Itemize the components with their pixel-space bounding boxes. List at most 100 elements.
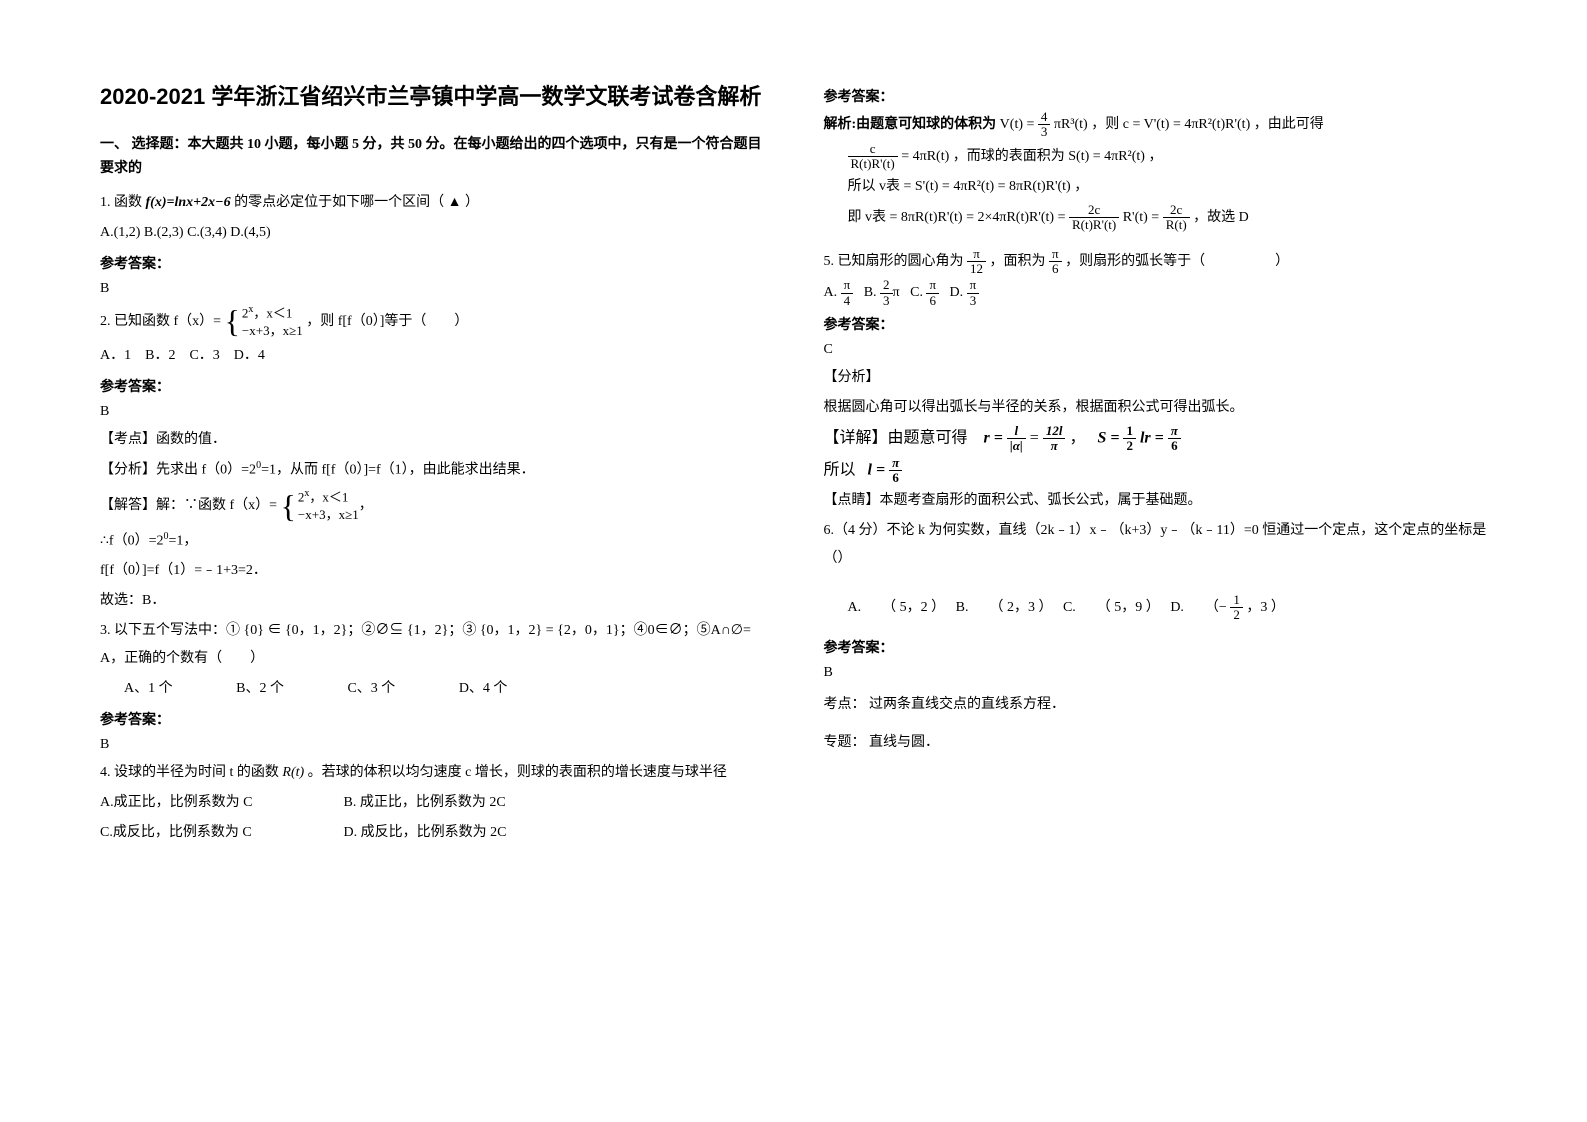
q1-stem: 1. 函数 f(x)=lnx+2x−6 的零点必定位于如下哪一个区间（ ▲ ）	[100, 189, 764, 217]
q3-optA: A、1 个	[124, 675, 173, 703]
q5-rn: π	[889, 456, 902, 471]
q5-ans-label: 参考答案：	[824, 314, 1488, 334]
q5-e1m: =	[1030, 429, 1043, 446]
q2-fx-a: 【分析】先求出 f（0）=2	[100, 463, 256, 478]
q4-rt: R(t)	[282, 765, 304, 780]
q2-ans-label: 参考答案：	[100, 376, 764, 396]
q5-oBd: 3	[880, 294, 893, 308]
q5-oAd: 4	[841, 294, 854, 308]
q5-e2l: S =	[1097, 429, 1123, 446]
q5-e2n2: π	[1168, 424, 1181, 439]
q5-xj: 【详解】由题意可得 r = l|α| = 12lπ ， S = 12 lr = …	[824, 424, 1488, 454]
q5-e2n: 1	[1123, 424, 1136, 439]
q1-stem-b: 的零点必定位于如下哪一个区间（ ▲ ）	[234, 195, 479, 210]
q4-jx-b: ，则	[1091, 117, 1119, 132]
q5-e2m: lr =	[1140, 429, 1168, 446]
q5-e1n1: l	[1007, 424, 1026, 439]
q4-v-num: 4	[1038, 110, 1051, 125]
q1-ans-label: 参考答案：	[100, 253, 764, 273]
q2-p2: −x+3，x≥1	[242, 322, 303, 340]
q6-oDn: 1	[1230, 593, 1243, 608]
q4-jx-3: 所以 v表 = S'(t) = 4πR²(t) = 8πR(t)R'(t) ，	[824, 173, 1488, 201]
q3-ans: B	[100, 737, 764, 753]
q2-jd-p2: −x+3，x≥1	[298, 506, 359, 524]
q4-jx-eq: = 4πR(t)	[901, 149, 949, 164]
q6-stem: 6.（4 分）不论 k 为何实数，直线（2k﹣1）x﹣（k+3）y﹣（k﹣11）…	[824, 517, 1488, 573]
q4-jx-f: ，	[1148, 149, 1162, 164]
q4-l4n2: 2c	[1163, 203, 1190, 218]
q5-oBt: π	[893, 285, 900, 300]
q4-optD: D. 成反比，比例系数为 2C	[344, 825, 507, 840]
q3-optB: B、2 个	[236, 675, 284, 703]
q4-stem: 4. 设球的半径为时间 t 的函数 R(t) 。若球的体积以均匀速度 c 增长，…	[100, 759, 764, 787]
q2-jd1a: ∴f（0）=2	[100, 533, 163, 548]
q2-stem: 2. 已知函数 f（x）= { 2x，x＜1 −x+3，x≥1 ，则 f[f（0…	[100, 303, 764, 341]
q5-sy: 所以	[824, 461, 856, 478]
q4-f-num: c	[848, 142, 898, 157]
q3-options: A、1 个 B、2 个 C、3 个 D、4 个	[100, 675, 764, 703]
q5-options: A. π4 B. 23π C. π6 D. π3	[824, 278, 1488, 308]
q5-stem: 5. 已知扇形的圆心角为 π12 ，面积为 π6 ，则扇形的弧长等于（ ）	[824, 247, 1488, 277]
q2-jd: 【解答】解：∵函数 f（x）= { 2x，x＜1 −x+3，x≥1 ，	[100, 487, 764, 525]
q2-jd-piecewise: { 2x，x＜1 −x+3，x≥1	[281, 487, 359, 525]
q4-jx-s: S(t) = 4πR²(t)	[1068, 149, 1145, 164]
q4-jx-d: ，由此可得	[1254, 117, 1324, 132]
q4-jx-v: V(t) =	[1000, 117, 1038, 132]
q6-ans-label: 参考答案：	[824, 637, 1488, 657]
q4-l4n1: 2c	[1069, 203, 1119, 218]
q4-ans-label: 参考答案：	[824, 86, 1488, 106]
q6-oC: C. （ 5，9 ）	[1063, 600, 1160, 615]
q2-jd-a: 【解答】解：∵函数 f（x）=	[100, 498, 277, 513]
q3-stem: 3. 以下五个写法中：① {0} ∈ {0，1，2}；②∅⊆ {1，2}；③ {…	[100, 617, 764, 673]
q6-oB: B. （ 2，3 ）	[956, 600, 1053, 615]
q4-jx-e: ，而球的表面积为	[953, 149, 1065, 164]
q2-piecewise: { 2x，x＜1 −x+3，x≥1	[225, 303, 303, 341]
q3-optC: C、3 个	[347, 675, 395, 703]
q4-l3a: 所以	[848, 179, 876, 194]
q5-oCn: π	[926, 278, 939, 293]
q4-l3c: ，	[1074, 179, 1088, 194]
q4-l3b: v表 = S'(t) = 4πR²(t) = 8πR(t)R'(t)	[879, 179, 1071, 194]
q2-jd1b: =1，	[168, 533, 197, 548]
q4-jx-a: 解析:由题意可知球的体积为	[824, 117, 997, 132]
q4-stem-a: 4. 设球的半径为时间 t 的函数	[100, 765, 279, 780]
q2-jd2: f[f（0）]=f（1）=﹣1+3=2．	[100, 557, 764, 585]
q4-optB: B. 成正比，比例系数为 2C	[344, 795, 506, 810]
q2-p1b: ，x＜1	[253, 305, 292, 320]
q5-e1d1: |α|	[1007, 439, 1026, 453]
q5-arn: π	[1049, 247, 1062, 262]
q4-stem-b: 。若球的体积以均匀速度 c 增长，则球的表面积的增长速度与球半径	[308, 765, 727, 780]
q3-ans-label: 参考答案：	[100, 709, 764, 729]
q5-sc: ，则扇形的弧长等于（ ）	[1065, 254, 1289, 269]
q4-l4c: ，故选 D	[1193, 210, 1249, 225]
q5-oDn: π	[967, 278, 980, 293]
q4-optA: A.成正比，比例系数为 C	[100, 789, 340, 817]
q5-e2d: 2	[1123, 439, 1136, 453]
q5-e1d2: π	[1043, 439, 1066, 453]
q4-opts-ab: A.成正比，比例系数为 C B. 成正比，比例系数为 2C	[100, 789, 764, 817]
q4-l4d1: R(t)R'(t)	[1069, 218, 1119, 232]
q6-ans: B	[824, 665, 1488, 681]
q6-zt: 专题： 直线与圆．	[824, 729, 1488, 757]
q4-l4m: R'(t) =	[1123, 210, 1163, 225]
q1-stem-a: 1. 函数	[100, 195, 142, 210]
q2-options: A．1 B．2 C．3 D．4	[100, 342, 764, 370]
q4-l4d2: R(t)	[1163, 218, 1190, 232]
q5-oCd: 6	[926, 294, 939, 308]
q5-ans: C	[824, 342, 1488, 358]
q5-oDd: 3	[967, 294, 980, 308]
right-column: 参考答案： 解析:由题意可知球的体积为 V(t) = 43 πR³(t) ，则 …	[824, 80, 1488, 849]
q6-oDa: D. （−	[1170, 600, 1227, 615]
q2-jd3: 故选：B．	[100, 587, 764, 615]
left-column: 2020-2021 学年浙江省绍兴市兰亭镇中学高一数学文联考试卷含解析 一、 选…	[100, 80, 764, 849]
q2-jd1: ∴f（0）=20=1，	[100, 527, 764, 556]
q4-optC: C.成反比，比例系数为 C	[100, 819, 340, 847]
q5-res: 所以 l = π6	[824, 456, 1488, 486]
q4-v-tail: πR³(t)	[1054, 117, 1088, 132]
q4-jx-4: 即 v表 = 8πR(t)R'(t) = 2×4πR(t)R'(t) = 2cR…	[824, 203, 1488, 233]
q5-ad: 12	[967, 262, 986, 276]
q5-dq: 【点睛】本题考查扇形的面积公式、弧长公式，属于基础题。	[824, 487, 1488, 515]
q1-ans: B	[100, 281, 764, 297]
q5-xja: 【详解】由题意可得	[824, 429, 968, 446]
q5-an: π	[967, 247, 986, 262]
